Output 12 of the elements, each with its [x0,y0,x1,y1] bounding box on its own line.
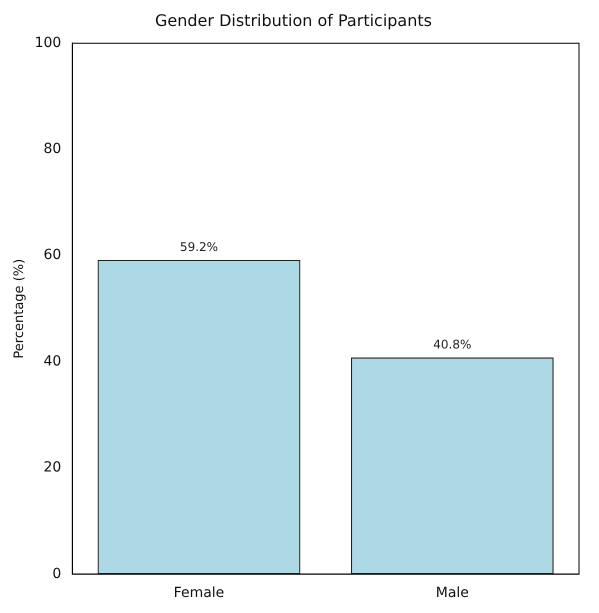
chart-title: Gender Distribution of Participants [155,10,432,30]
data-label: 40.8% [433,338,472,352]
y-axis-title: Percentage (%) [12,258,28,359]
y-tick-label: 20 [43,460,62,476]
y-tick-label: 40 [43,353,62,370]
y-tick-label: 0 [52,566,62,582]
y-tick-label: 80 [43,141,62,158]
y-tick-label: 60 [43,247,62,264]
x-tick-label: Male [436,585,469,602]
y-tick-label: 100 [34,34,62,51]
x-tick-label: Female [174,585,224,602]
data-label: 59.2% [180,240,218,254]
